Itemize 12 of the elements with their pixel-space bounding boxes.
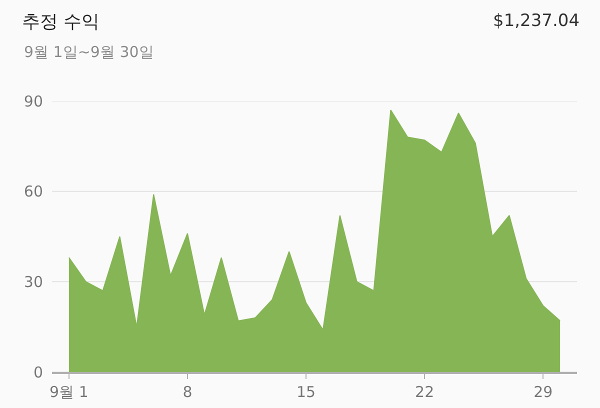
x-tick-label: 15 <box>296 382 316 401</box>
chart-title: 추정 수익 <box>22 11 100 32</box>
y-tick-label: 30 <box>24 272 43 291</box>
chart-subtitle: 9월 1일~9월 30일 <box>24 43 154 61</box>
x-tick-label: 8 <box>182 382 192 401</box>
y-tick-label: 0 <box>33 363 43 382</box>
x-tick-label: 9월 1 <box>50 382 88 401</box>
text: $1,237.04 <box>493 11 580 31</box>
y-tick-label: 90 <box>24 92 43 110</box>
x-tick-label: 29 <box>534 382 553 401</box>
y-tick-label: 60 <box>24 182 43 201</box>
x-tick-label: 22 <box>415 382 434 401</box>
